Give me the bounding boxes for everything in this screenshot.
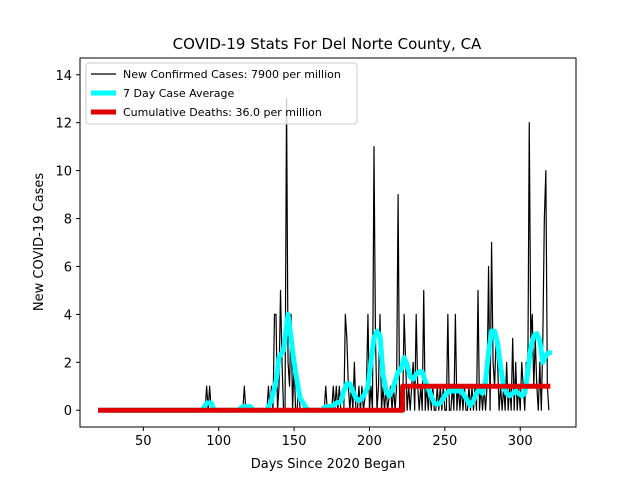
series-line-7day-average xyxy=(98,311,552,413)
y-tick-label: 6 xyxy=(64,260,72,275)
y-axis-ticks: 0 2 4 6 8 10 12 14 xyxy=(55,69,80,419)
plot-frame xyxy=(79,57,577,428)
x-tick-label: 200 xyxy=(357,434,382,449)
x-axis-label: Days Since 2020 Began xyxy=(251,457,406,472)
x-tick-label: 150 xyxy=(282,434,307,449)
x-tick-label: 50 xyxy=(135,434,152,449)
y-tick-label: 10 xyxy=(55,165,72,180)
y-tick-label: 4 xyxy=(64,308,72,323)
y-tick-label: 12 xyxy=(55,117,72,132)
legend: New Confirmed Cases: 7900 per million 7 … xyxy=(85,62,358,125)
y-tick-label: 2 xyxy=(64,356,72,371)
legend-label-new-cases: New Confirmed Cases: 7900 per million xyxy=(123,68,341,81)
x-axis-ticks: 50 100 150 200 250 300 xyxy=(135,427,533,449)
x-tick-label: 250 xyxy=(432,434,457,449)
chart-title: COVID-19 Stats For Del Norte County, CA xyxy=(173,35,482,53)
plot-series xyxy=(98,98,552,413)
legend-box xyxy=(85,62,358,125)
series-line-cumulative-deaths xyxy=(98,383,551,413)
y-tick-label: 8 xyxy=(64,213,72,228)
y-tick-label: 14 xyxy=(55,69,72,84)
y-axis-label: New COVID-19 Cases xyxy=(32,173,47,311)
legend-label-cumulative-deaths: Cumulative Deaths: 36.0 per million xyxy=(123,106,322,119)
x-tick-label: 300 xyxy=(508,434,533,449)
x-tick-label: 100 xyxy=(206,434,231,449)
legend-label-7day-average: 7 Day Case Average xyxy=(123,87,235,100)
y-tick-label: 0 xyxy=(64,404,72,419)
